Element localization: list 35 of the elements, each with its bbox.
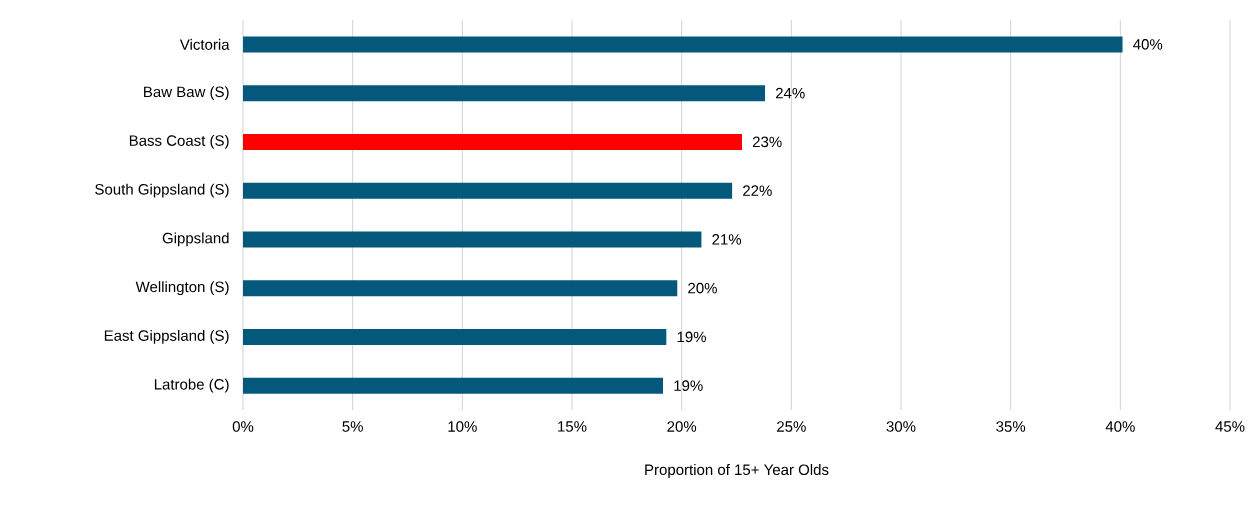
y-tick-label: Wellington (S): [135, 281, 229, 296]
data-label: 40%: [1133, 39, 1163, 50]
y-tick-label: East Gippsland (S): [104, 329, 229, 344]
bar: [243, 133, 742, 150]
x-tick-label: 15%: [558, 421, 587, 432]
bar: [243, 377, 664, 394]
y-tick-label: South Gippsland (S): [95, 183, 229, 198]
x-tick-label: 10%: [448, 421, 477, 432]
bar: [243, 328, 667, 345]
x-tick-label: 35%: [996, 421, 1026, 432]
x-tick-label: 20%: [667, 421, 697, 432]
y-tick-label: Baw Baw (S): [144, 86, 229, 101]
bar: [243, 182, 733, 199]
data-label: 20%: [688, 282, 717, 294]
data-label: 19%: [677, 331, 706, 343]
data-label: 19%: [674, 380, 703, 391]
y-tick-label: Victoria: [179, 38, 230, 50]
y-tick-label: Bass Coast (S): [129, 134, 229, 149]
x-tick-label: 5%: [342, 421, 363, 432]
x-tick-label: 25%: [777, 421, 806, 432]
x-tick-label: 40%: [1105, 421, 1135, 432]
x-tick-label: 45%: [1215, 421, 1245, 432]
y-tick-label: Latrobe (C): [154, 378, 229, 393]
data-label: 23%: [752, 136, 782, 148]
data-label: 21%: [712, 234, 742, 245]
x-tick-label: 0%: [232, 421, 254, 432]
bar: [243, 231, 702, 248]
x-tick-label: 30%: [886, 421, 916, 432]
y-tick-label: Gippsland: [162, 232, 229, 247]
bar: [243, 36, 1123, 53]
bar: [243, 85, 766, 102]
bar: [243, 280, 678, 297]
data-label: 24%: [775, 87, 805, 99]
data-label: 22%: [743, 185, 772, 196]
x-axis-title: Proportion of 15+ Year Olds: [645, 464, 829, 478]
